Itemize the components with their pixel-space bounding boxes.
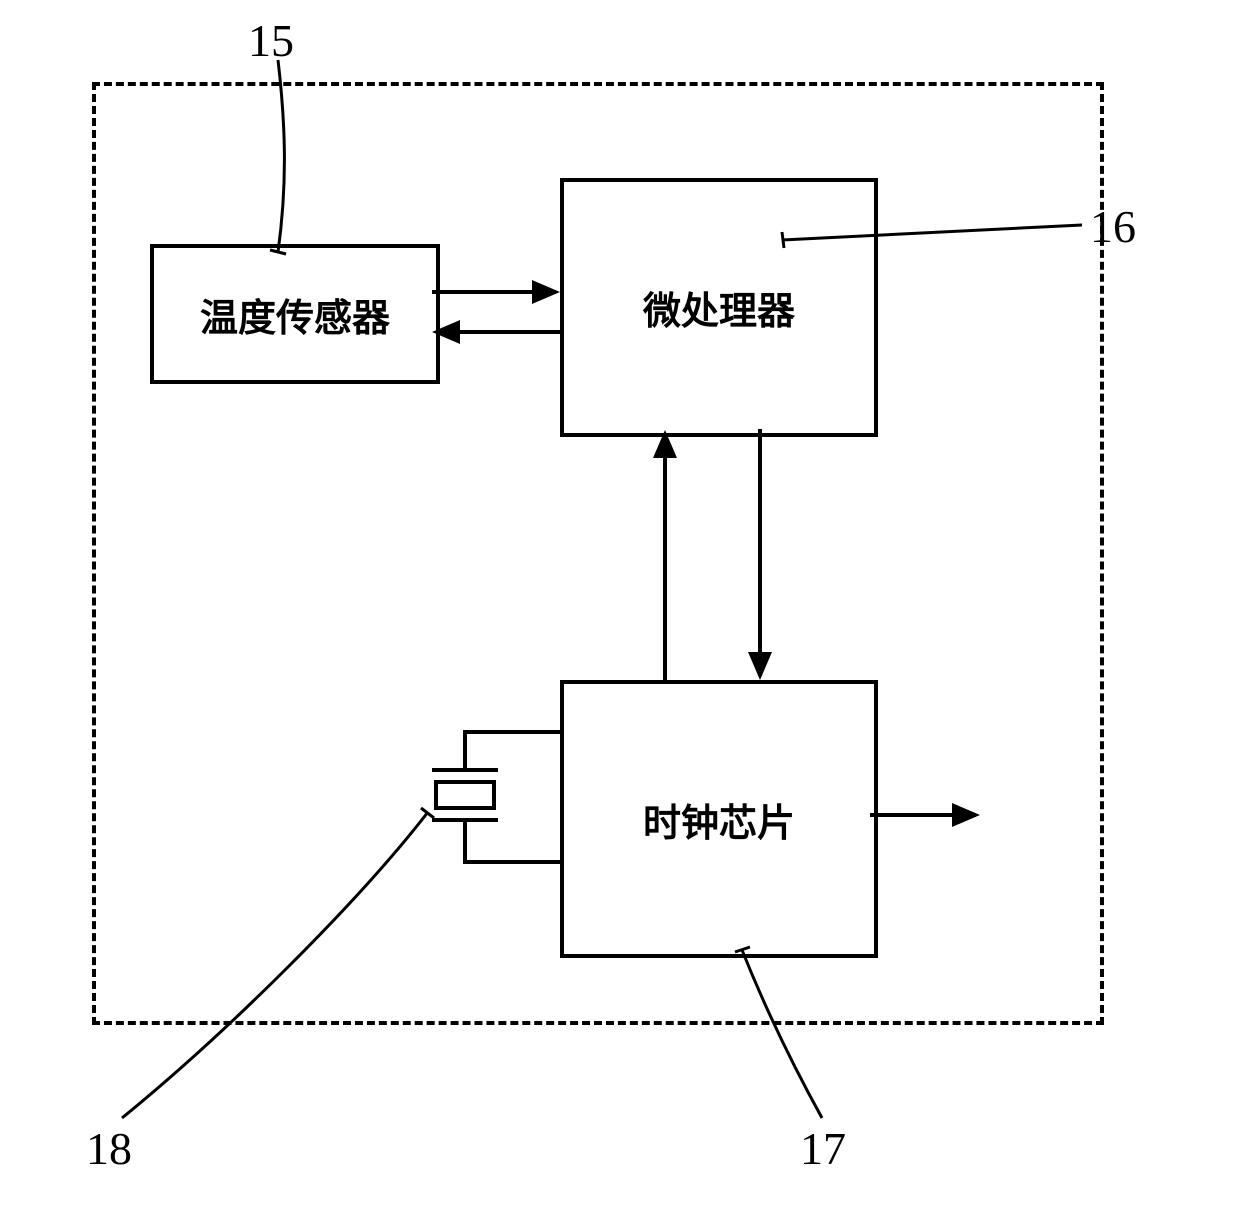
node-microprocessor-label: 微处理器 (643, 280, 795, 335)
node-clock-chip-label: 时钟芯片 (643, 792, 795, 847)
diagram-canvas: 温度传感器 微处理器 时钟芯片 15 16 17 18 (0, 0, 1240, 1212)
ref-label-15: 15 (248, 14, 294, 67)
ref-label-18: 18 (86, 1122, 132, 1175)
node-temp-sensor: 温度传感器 (150, 244, 440, 384)
ref-label-17: 17 (800, 1122, 846, 1175)
node-temp-sensor-label: 温度传感器 (200, 287, 390, 342)
ref-label-16: 16 (1090, 200, 1136, 253)
node-clock-chip: 时钟芯片 (560, 680, 878, 958)
node-microprocessor: 微处理器 (560, 178, 878, 437)
